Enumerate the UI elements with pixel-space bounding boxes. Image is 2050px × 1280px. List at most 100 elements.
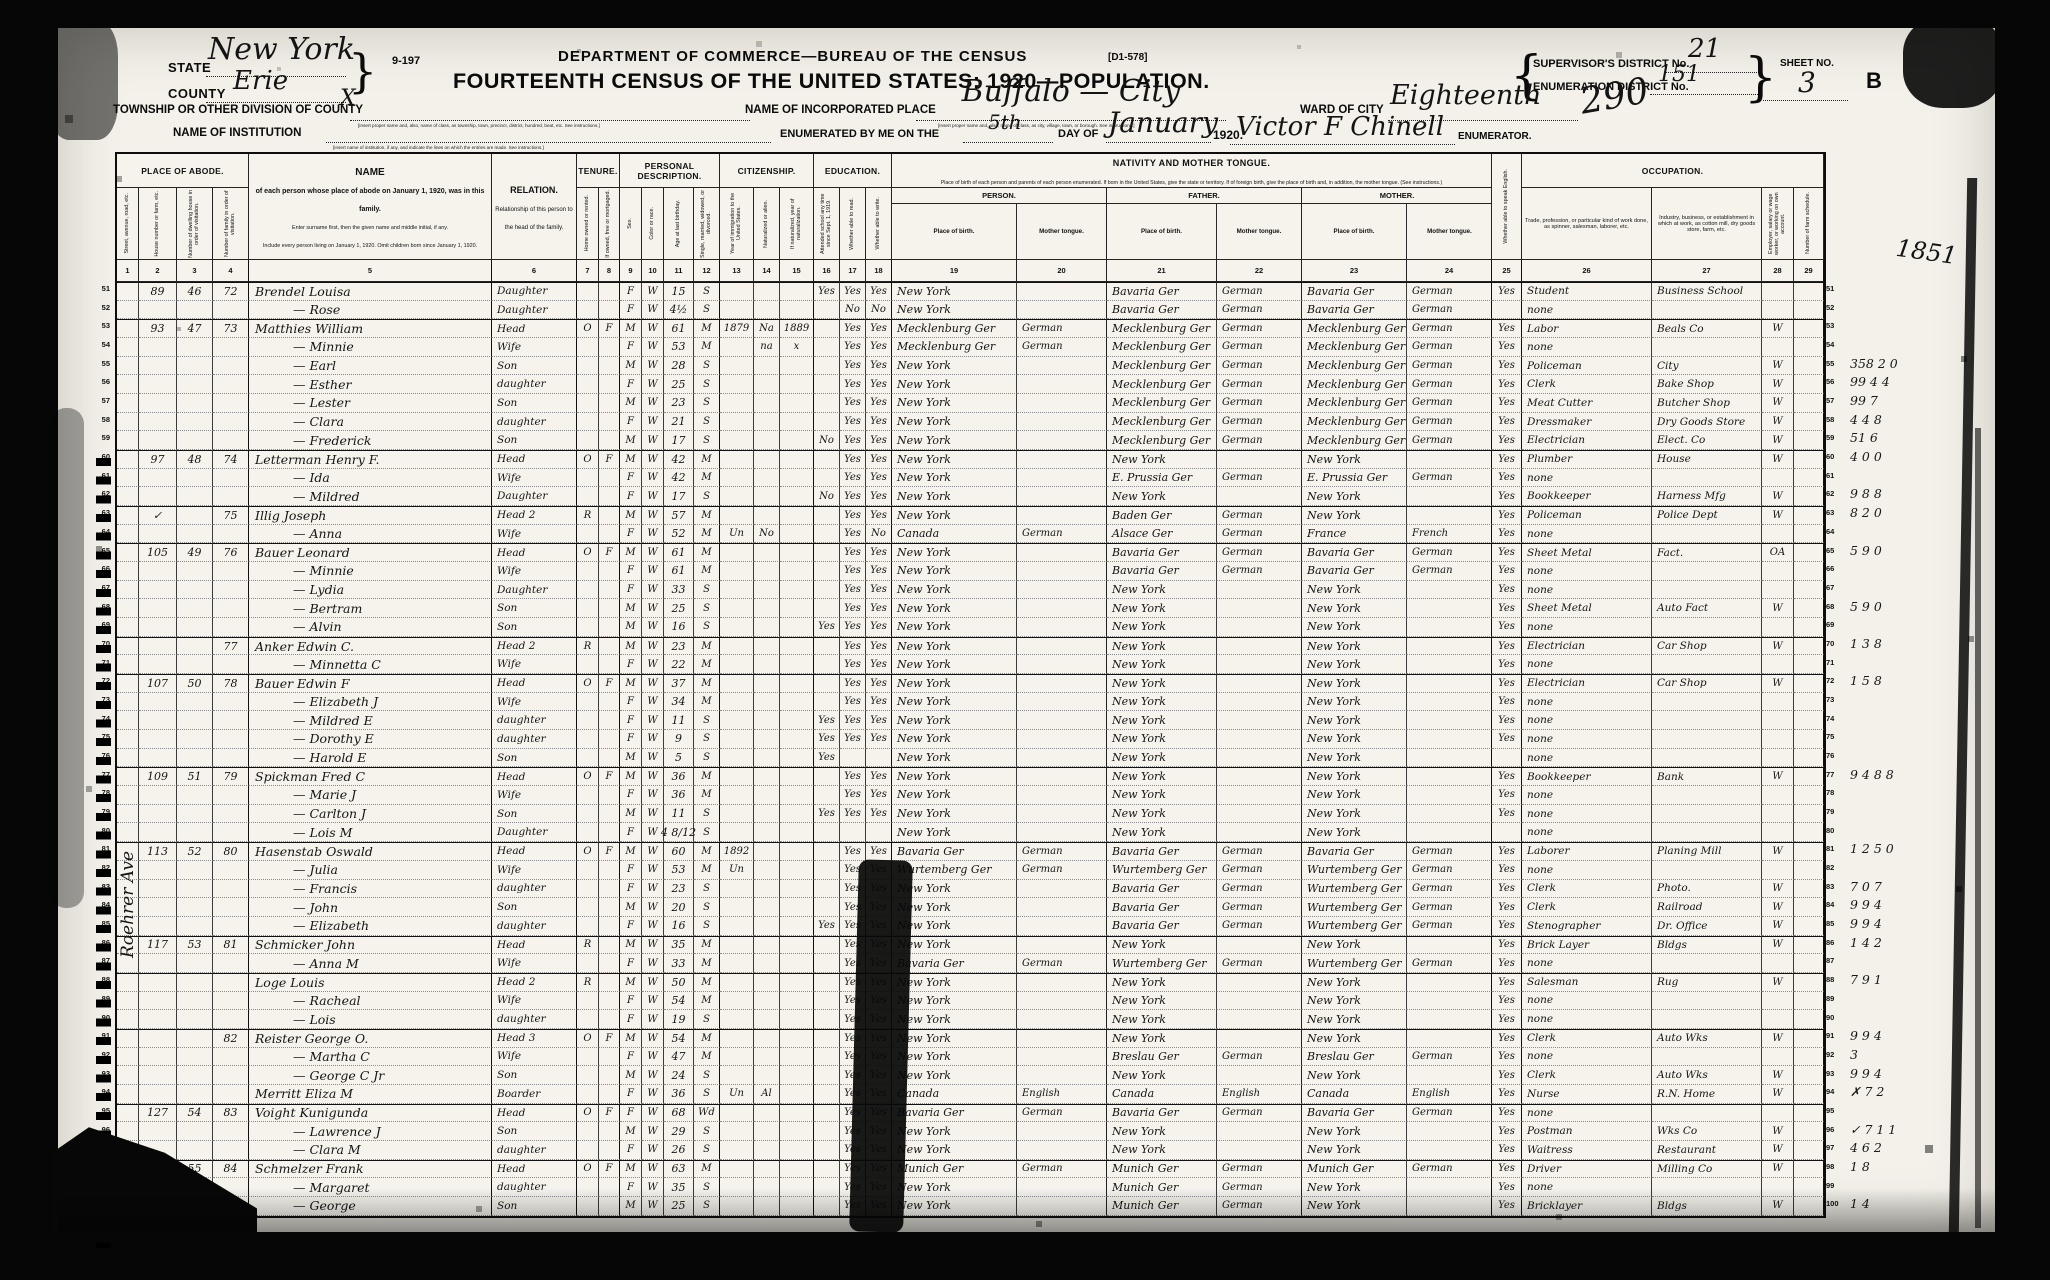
record-cell-line68: Yes <box>840 599 866 619</box>
record-cell-line81: 80 <box>213 842 249 861</box>
record-cell-line94 <box>780 1084 814 1104</box>
record-cell-line55: S <box>694 356 720 376</box>
record-cell-line62 <box>117 487 139 507</box>
record-cell-line93 <box>780 1066 814 1085</box>
record-cell-line73 <box>599 692 620 712</box>
record-cell-line96 <box>1017 1122 1107 1141</box>
record-cell-line52: Bavaria Ger <box>1302 300 1407 320</box>
record-cell-line55 <box>577 356 599 376</box>
record-cell-line80 <box>117 823 139 843</box>
record-cell-line70: W <box>642 636 664 656</box>
record-cell-line54: Yes <box>1492 338 1522 357</box>
record-cell-line87 <box>1794 954 1824 973</box>
record-cell-line88 <box>720 972 754 992</box>
record-cell-line70 <box>599 636 620 656</box>
record-cell-line75 <box>780 730 814 749</box>
record-cell-line78 <box>1407 786 1492 805</box>
record-cell-line79: S <box>694 804 720 824</box>
record-cell-line71 <box>139 655 177 675</box>
record-cell-line100 <box>780 1196 814 1216</box>
record-cell-line89: M <box>694 991 720 1011</box>
column-number: 27 <box>1652 260 1762 282</box>
record-cell-line87: German <box>1407 954 1492 973</box>
nativity-subgroup: FATHER. <box>1107 188 1302 204</box>
record-cell-line97: S <box>694 1140 720 1160</box>
record-cell-line52 <box>599 300 620 320</box>
record-cell-line96 <box>213 1122 249 1141</box>
column-header-vertical: Year of immigration to the United States… <box>720 188 754 260</box>
record-cell-line73 <box>577 692 599 712</box>
record-cell-line61: German <box>1217 468 1302 488</box>
record-cell-line56 <box>1794 375 1824 395</box>
record-cell-line79 <box>1217 804 1302 824</box>
scan-blotch-center <box>849 859 913 1233</box>
record-cell-line99 <box>1652 1178 1762 1197</box>
record-cell-line100: Son <box>492 1196 577 1216</box>
line-number-right: 77 <box>1826 769 1835 779</box>
record-cell-line93 <box>754 1066 780 1085</box>
incorporated-place-value: Buffalo — City <box>961 74 1181 109</box>
record-cell-line63: W <box>1762 506 1794 525</box>
record-cell-line95: F <box>620 1103 642 1123</box>
record-cell-line51 <box>1017 282 1107 301</box>
record-cell-line96: Wks Co <box>1652 1122 1762 1141</box>
record-cell-line70 <box>1017 636 1107 656</box>
record-cell-line76 <box>866 748 892 768</box>
column-header-vertical: If naturalized, year of naturalization. <box>780 188 814 260</box>
record-cell-line60: Head <box>492 450 577 469</box>
record-cell-line92 <box>1794 1047 1824 1067</box>
record-cell-line52: New York <box>892 300 1017 320</box>
record-cell-line95: Bavaria Ger <box>892 1103 1017 1123</box>
record-cell-line78: Yes <box>840 786 866 805</box>
record-cell-line75 <box>1794 730 1824 749</box>
record-cell-line100: S <box>694 1196 720 1216</box>
record-cell-line94: Nurse <box>1522 1084 1652 1104</box>
record-cell-line83: F <box>620 879 642 899</box>
record-cell-line90 <box>780 1010 814 1029</box>
record-cell-line68: W <box>1762 599 1794 619</box>
record-cell-line60: Yes <box>840 450 866 469</box>
record-cell-line74: New York <box>892 711 1017 731</box>
record-cell-line78: New York <box>1107 786 1217 805</box>
record-cell-line89: Yes <box>1492 991 1522 1011</box>
record-cell-line70 <box>1794 636 1824 656</box>
record-cell-line77: 36 <box>664 767 694 787</box>
record-cell-line89 <box>1407 991 1492 1011</box>
line-number-right: 71 <box>1826 657 1835 667</box>
record-cell-line98: W <box>1762 1159 1794 1179</box>
record-cell-line99: Munich Ger <box>1107 1178 1217 1197</box>
supervisors-underline <box>1666 72 1761 73</box>
record-cell-line69 <box>117 618 139 637</box>
record-cell-line69: Yes <box>814 618 840 637</box>
record-cell-line51: Bavaria Ger <box>1302 282 1407 301</box>
nativity-sublabel: Place of birth. <box>1302 204 1407 259</box>
record-cell-line52 <box>177 300 213 320</box>
record-cell-line77: 109 <box>139 767 177 787</box>
record-cell-line73 <box>1017 692 1107 712</box>
record-cell-line80 <box>577 823 599 843</box>
record-cell-line78 <box>1217 786 1302 805</box>
record-cell-line79 <box>599 804 620 824</box>
record-cell-line59 <box>177 431 213 451</box>
record-cell-line72: New York <box>892 674 1017 693</box>
record-cell-line74: Yes <box>1492 711 1522 731</box>
record-cell-line71: Yes <box>840 655 866 675</box>
record-cell-line85 <box>577 916 599 936</box>
record-cell-line92 <box>1652 1047 1762 1067</box>
record-cell-line97 <box>814 1140 840 1160</box>
record-cell-line51: New York <box>892 282 1017 301</box>
record-cell-line99 <box>1794 1178 1824 1197</box>
record-cell-line67 <box>720 580 754 600</box>
record-cell-line62 <box>577 487 599 507</box>
record-cell-line52 <box>814 300 840 320</box>
occupation-column-header: Trade, profession, or particular kind of… <box>1522 188 1652 260</box>
record-cell-line75: — Dorothy E <box>249 730 492 749</box>
record-cell-line74 <box>754 711 780 731</box>
line-number-right: 59 <box>1826 433 1835 443</box>
record-cell-line83: Wurtemberg Ger <box>1302 879 1407 899</box>
record-cell-line67 <box>1652 580 1762 600</box>
record-cell-line61: E. Prussia Ger <box>1107 468 1217 488</box>
record-cell-line67: New York <box>1107 580 1217 600</box>
record-cell-line87 <box>139 954 177 973</box>
record-cell-line80: none <box>1522 823 1652 843</box>
